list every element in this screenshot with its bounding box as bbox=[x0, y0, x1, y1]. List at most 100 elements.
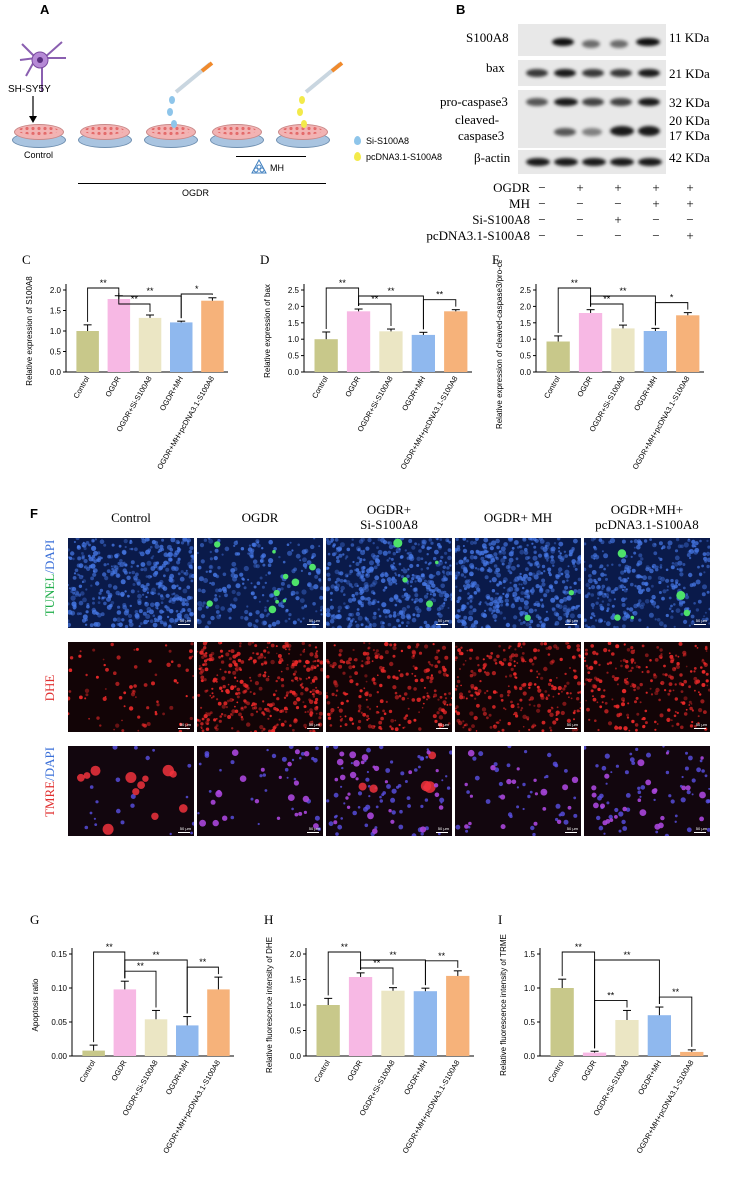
significance-label: ** bbox=[603, 294, 611, 304]
x-tick-label: Control bbox=[546, 1058, 566, 1084]
legend-label-si: Si-S100A8 bbox=[366, 136, 410, 146]
micrograph-dhe: 50 μm bbox=[68, 642, 194, 732]
significance-label: ** bbox=[436, 290, 444, 300]
y-axis-label: Relative fluorescence intensity of TRME bbox=[499, 934, 508, 1076]
y-tick-label: 0.0 bbox=[288, 368, 300, 377]
significance-label: ** bbox=[199, 957, 207, 967]
scale-label: 50 μm bbox=[695, 722, 707, 727]
bar bbox=[144, 1019, 168, 1056]
bar bbox=[411, 334, 435, 372]
bar bbox=[348, 977, 373, 1056]
cell-line-label: SH-SY5Y bbox=[8, 84, 51, 95]
blot-label-caspase3: caspase3 bbox=[458, 128, 505, 143]
y-tick-label: 1.5 bbox=[524, 950, 536, 959]
micrograph-tmre: 50 μm bbox=[326, 746, 452, 836]
x-tick-label: Control bbox=[312, 1058, 332, 1084]
scale-label: 50 μm bbox=[695, 826, 707, 831]
bar bbox=[113, 989, 137, 1056]
x-tick-label: OGDR+MH bbox=[632, 375, 659, 413]
blot-bax bbox=[518, 60, 666, 86]
significance-label: ** bbox=[389, 950, 397, 960]
scale-bar bbox=[694, 832, 706, 833]
y-tick-label: 1.0 bbox=[524, 984, 536, 993]
blot-label-bax: bax bbox=[486, 60, 505, 75]
row-label-tunel: TUNEL/DAPI bbox=[42, 539, 57, 617]
x-tick-label: Control bbox=[310, 374, 330, 400]
panel-label-f: F bbox=[30, 506, 38, 521]
significance-label: ** bbox=[571, 278, 579, 288]
scale-bar bbox=[694, 624, 706, 625]
y-tick-label: 1.5 bbox=[288, 319, 300, 328]
x-tick-label: OGDR bbox=[579, 1058, 598, 1082]
blot-s100a8 bbox=[518, 24, 666, 56]
significance-label: ** bbox=[387, 286, 395, 296]
y-tick-label: 0.5 bbox=[288, 352, 300, 361]
treatment-sign: − bbox=[614, 196, 622, 211]
treatment-sign: − bbox=[538, 212, 546, 227]
significance-label: ** bbox=[623, 950, 631, 960]
bar bbox=[413, 991, 437, 1056]
significance-label: ** bbox=[373, 958, 381, 968]
scale-label: 50 μm bbox=[179, 722, 191, 727]
significance-bracket bbox=[186, 966, 219, 1014]
scale-bar bbox=[307, 624, 319, 625]
y-tick-label: 0.0 bbox=[524, 1052, 536, 1061]
x-tick-label: OGDR bbox=[109, 1058, 128, 1082]
x-tick-label: OGDR+MH+pcDNA3.1-S100A8 bbox=[399, 375, 460, 472]
scale-label: 50 μm bbox=[566, 618, 578, 623]
x-tick-label: OGDR+MH+pcDNA3.1-S100A8 bbox=[631, 375, 692, 472]
bar bbox=[647, 1015, 671, 1056]
x-tick-label: OGDR+Si-S100A8 bbox=[121, 1059, 160, 1118]
y-tick-label: 0.5 bbox=[520, 352, 532, 361]
scale-label: 50 μm bbox=[437, 722, 449, 727]
treatment-sign: − bbox=[652, 212, 660, 227]
scale-bar bbox=[307, 728, 319, 729]
y-tick-label: 0.5 bbox=[50, 348, 62, 357]
panel-label-h: H bbox=[264, 912, 274, 927]
x-tick-label: OGDR+MH bbox=[164, 1059, 191, 1097]
scale-label: 50 μm bbox=[566, 826, 578, 831]
significance-label: ** bbox=[607, 990, 615, 1000]
micrograph-tunel: 50 μm bbox=[326, 538, 452, 628]
treatment-sign: + bbox=[686, 180, 694, 195]
treatment-sign: − bbox=[576, 196, 584, 211]
bar bbox=[379, 331, 403, 372]
significance-label: ** bbox=[371, 294, 379, 304]
col-header-ogdr-mh-pcdna-line2: pcDNA3.1-S100A8 bbox=[595, 517, 699, 532]
panel-label-d: D bbox=[260, 252, 270, 267]
kda-label: 20 KDa bbox=[669, 113, 710, 128]
y-tick-label: 1.5 bbox=[520, 319, 532, 328]
neuron-icon bbox=[19, 41, 66, 92]
x-tick-label: OGDR+MH+pcDNA3.1-S100A8 bbox=[155, 375, 216, 472]
bar bbox=[582, 1052, 607, 1056]
y-tick-label: 0.00 bbox=[51, 1052, 67, 1061]
scale-label: 50 μm bbox=[437, 618, 449, 623]
bar bbox=[611, 328, 635, 372]
y-tick-label: 0.0 bbox=[50, 368, 62, 377]
scale-label: 50 μm bbox=[308, 618, 320, 623]
culture-dish-ogdr bbox=[78, 122, 132, 148]
scale-bar bbox=[436, 832, 448, 833]
blot-label-actin: β-actin bbox=[474, 150, 511, 165]
bar bbox=[578, 313, 603, 372]
y-tick-label: 2.0 bbox=[520, 302, 532, 311]
significance-label: ** bbox=[106, 942, 114, 952]
micrograph-tmre: 50 μm bbox=[584, 746, 710, 836]
legend-dot-si bbox=[354, 136, 361, 145]
significance-label: * bbox=[195, 284, 199, 294]
row-label-dhe: DHE bbox=[42, 674, 57, 702]
col-header-ogdr-mh-pcdna-line1: OGDR+MH+ bbox=[610, 502, 684, 517]
y-tick-label: 2.5 bbox=[520, 286, 532, 295]
significance-label: ** bbox=[575, 942, 583, 952]
x-tick-label: OGDR+Si-S100A8 bbox=[356, 375, 395, 434]
treatment-sign: − bbox=[652, 228, 660, 243]
scale-bar bbox=[694, 728, 706, 729]
significance-label: ** bbox=[339, 278, 347, 288]
col-header-ogdr-si-line1: OGDR+ bbox=[366, 502, 412, 517]
kda-label: 32 KDa bbox=[669, 95, 710, 110]
y-tick-label: 0.0 bbox=[290, 1052, 302, 1061]
arrow-down-icon bbox=[29, 96, 37, 123]
panel-label-g: G bbox=[30, 912, 40, 927]
x-tick-label: OGDR+Si-S100A8 bbox=[358, 1059, 397, 1118]
scale-bar bbox=[565, 728, 577, 729]
